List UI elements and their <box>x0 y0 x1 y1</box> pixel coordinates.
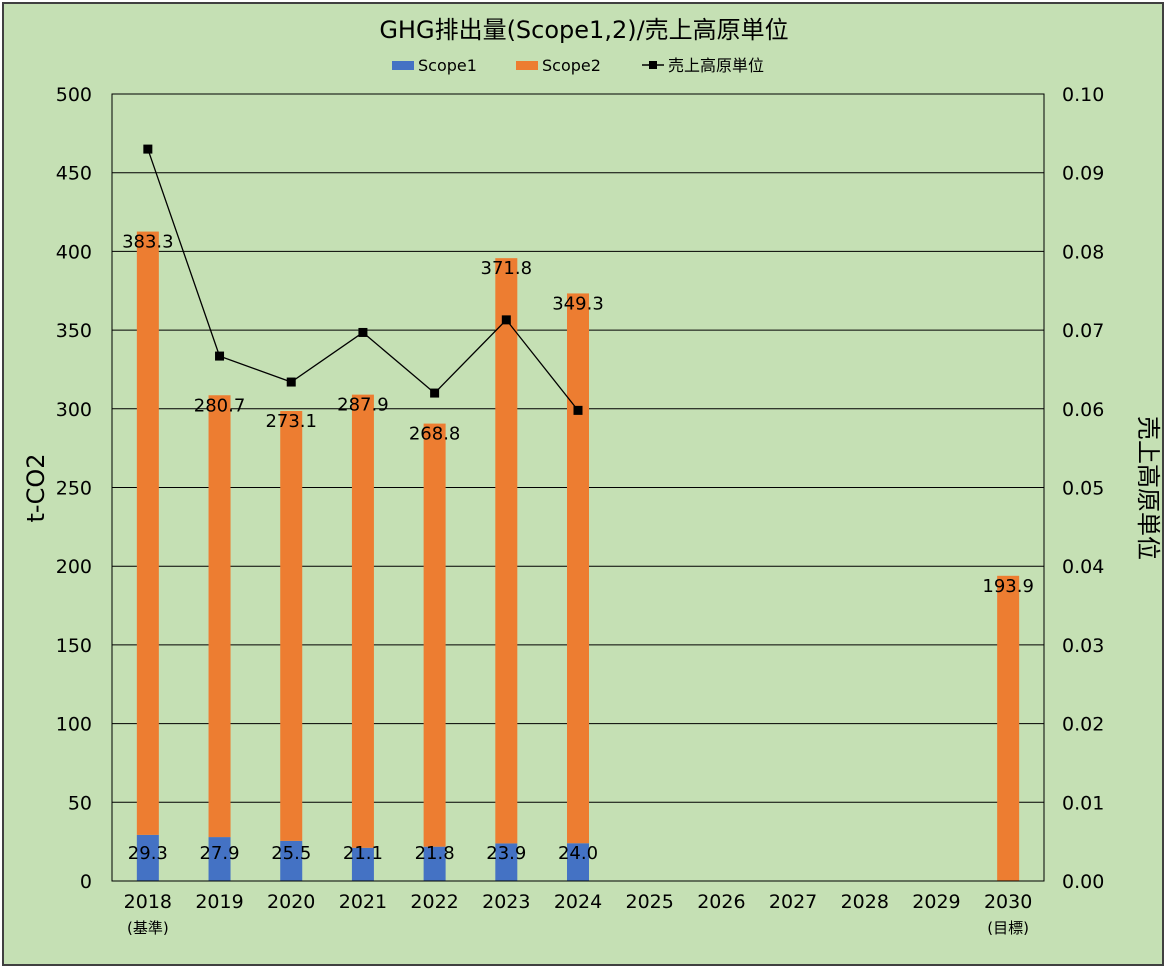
scope1-value-label: 27.9 <box>199 843 239 864</box>
scope2-value-label: 280.7 <box>194 395 246 416</box>
scope2-bar <box>495 258 518 844</box>
x-tick-label: 2027 <box>769 891 817 913</box>
scope2-value-label: 268.8 <box>409 424 461 445</box>
y-tick-label: 0 <box>80 871 92 893</box>
y-tick-label: 400 <box>56 241 92 263</box>
y2-tick-label: 0.06 <box>1062 399 1104 421</box>
scope1-value-label: 25.5 <box>271 843 311 864</box>
scope2-bar <box>997 575 1020 881</box>
y-tick-label: 350 <box>56 320 92 342</box>
y2-tick-label: 0.07 <box>1062 320 1104 342</box>
y2-tick-label: 0.09 <box>1062 163 1104 185</box>
y-tick-label: 100 <box>56 714 92 736</box>
x-tick-label: 2021 <box>339 891 387 913</box>
y-tick-label: 50 <box>68 792 92 814</box>
x-tick-label: 2029 <box>912 891 960 913</box>
scope1-bar <box>351 847 374 881</box>
y2-axis-title: 売上高原単位 <box>1134 416 1162 560</box>
legend-label: Scope2 <box>542 56 601 75</box>
scope2-bar <box>136 231 159 835</box>
y2-tick-label: 0.08 <box>1062 241 1104 263</box>
x-tick-label: 2030 <box>984 891 1032 913</box>
scope1-bar <box>495 843 518 881</box>
y2-tick-label: 0.04 <box>1062 556 1104 578</box>
scope2-bar <box>208 395 231 838</box>
scope1-bar <box>423 846 446 881</box>
y-tick-label: 150 <box>56 635 92 657</box>
scope1-value-label: 24.0 <box>558 843 598 864</box>
x-tick-label: 2026 <box>697 891 745 913</box>
x-tick-label: 2019 <box>195 891 243 913</box>
x-tick-sublabel: (目標) <box>987 919 1029 937</box>
intensity-marker <box>215 351 225 361</box>
scope2-value-label: 273.1 <box>265 411 317 432</box>
data-labels: 29.3 27.9 25.5 21.1 21.8 23.9 24.0 383.3 280.7 27… <box>122 232 1034 864</box>
legend-label: 売上高原単位 <box>668 56 764 75</box>
intensity-marker <box>501 315 511 325</box>
legend-swatch <box>516 61 538 70</box>
legend-marker <box>649 61 657 69</box>
x-tick-label: 2024 <box>554 891 602 913</box>
scope2-bar <box>351 394 374 848</box>
y2-tick-label: 0.01 <box>1062 792 1104 814</box>
y2-tick-label: 0.00 <box>1062 871 1104 893</box>
intensity-marker <box>143 144 153 154</box>
y-tick-label: 200 <box>56 556 92 578</box>
scope1-bar <box>567 843 589 881</box>
x-tick-label: 2018 <box>124 891 172 913</box>
y-tick-label: 500 <box>56 84 92 106</box>
y2-tick-label: 0.05 <box>1062 478 1104 500</box>
intensity-marker <box>430 388 440 398</box>
legend: Scope1 Scope2 売上高原単位 <box>392 56 764 75</box>
chart-title: GHG排出量(Scope1,2)/売上高原単位 <box>379 16 788 44</box>
scope2-value-label: 349.3 <box>552 293 604 314</box>
intensity-marker <box>286 377 296 387</box>
y2-tick-label: 0.02 <box>1062 714 1104 736</box>
scope2-value-label: 193.9 <box>982 576 1034 597</box>
scope2-value-label: 383.3 <box>122 232 174 253</box>
intensity-line <box>143 144 583 415</box>
legend-swatch <box>392 61 414 70</box>
scope1-value-label: 21.8 <box>415 843 455 864</box>
scope1-bar <box>136 834 159 881</box>
scope1-value-label: 29.3 <box>128 843 168 864</box>
scope1-bar <box>208 837 231 881</box>
scope1-value-label: 21.1 <box>343 843 383 864</box>
bars <box>136 231 1020 881</box>
axes: 0 50 100 150 200 250 300 350 400 450 500 0.00 0.01 0.… <box>56 84 1105 937</box>
scope2-value-label: 371.8 <box>481 258 533 279</box>
y-tick-label: 450 <box>56 163 92 185</box>
y2-tick-label: 0.03 <box>1062 635 1104 657</box>
x-tick-sublabel: (基準) <box>127 919 169 937</box>
x-tick-label: 2022 <box>410 891 458 913</box>
legend-label: Scope1 <box>418 56 477 75</box>
intensity-marker <box>573 405 583 415</box>
x-tick-label: 2020 <box>267 891 315 913</box>
y-tick-label: 250 <box>56 478 92 500</box>
intensity-marker <box>358 327 368 337</box>
plot-border <box>111 93 1045 882</box>
y-axis-title: t-CO2 <box>22 454 50 523</box>
y2-tick-label: 0.10 <box>1062 84 1104 106</box>
x-tick-label: 2023 <box>482 891 530 913</box>
scope1-value-label: 23.9 <box>486 843 526 864</box>
scope2-bar <box>423 423 446 847</box>
scope2-value-label: 287.9 <box>337 395 389 416</box>
x-tick-label: 2025 <box>626 891 674 913</box>
scope2-bar <box>280 411 303 841</box>
y-tick-label: 300 <box>56 399 92 421</box>
scope1-bar <box>280 840 303 881</box>
x-tick-label: 2028 <box>841 891 889 913</box>
scope2-bar <box>567 293 589 844</box>
